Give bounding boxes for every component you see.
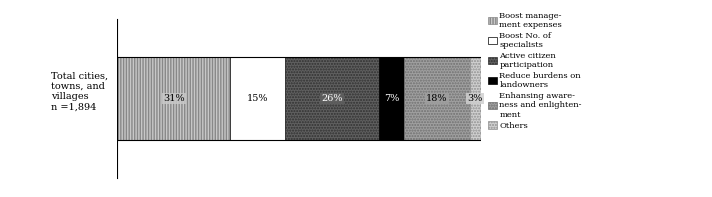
Text: 3%: 3% [468, 94, 483, 103]
Text: 26%: 26% [321, 94, 342, 103]
Bar [404, 57, 470, 140]
Bar [379, 57, 404, 140]
Bar [470, 57, 481, 140]
Text: 7%: 7% [384, 94, 399, 103]
Text: 31%: 31% [163, 94, 184, 103]
Text: 18%: 18% [426, 94, 448, 103]
Text: Total cities,
towns, and
villages
n =1,894: Total cities, towns, and villages n =1,8… [51, 72, 108, 112]
Bar [117, 57, 230, 140]
Bar [230, 57, 285, 140]
Text: 15%: 15% [246, 94, 268, 103]
Legend: Boost manage-
ment expenses, Boost No. of
specialists, Active citizen
participat: Boost manage- ment expenses, Boost No. o… [488, 12, 582, 130]
Bar [285, 57, 379, 140]
